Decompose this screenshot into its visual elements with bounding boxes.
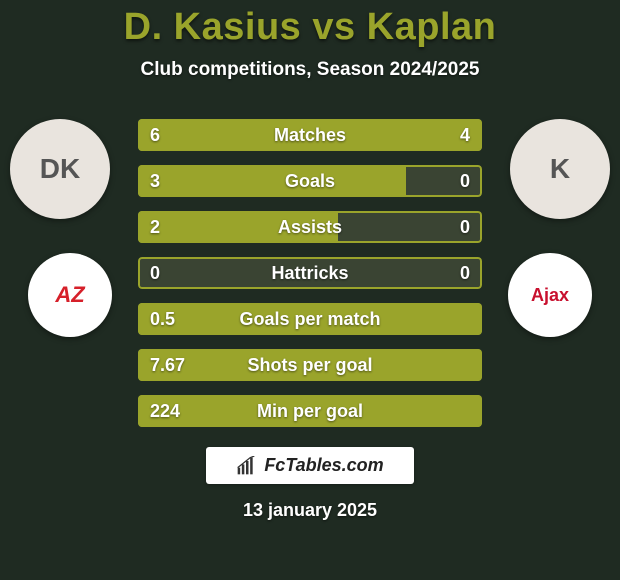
metric-row: 2Assists0 (138, 211, 482, 243)
metric-fill-left (138, 211, 338, 243)
metric-row-border (138, 257, 482, 289)
metric-label: Hattricks (138, 263, 482, 284)
metric-row: 224Min per goal (138, 395, 482, 427)
page-title: D. Kasius vs Kaplan (124, 6, 497, 49)
metric-fill-left (138, 349, 482, 381)
metric-value-right: 0 (460, 217, 470, 238)
player-right-initials: K (510, 119, 610, 219)
metric-row: 7.67Shots per goal (138, 349, 482, 381)
metric-row: 0Hattricks0 (138, 257, 482, 289)
brand-text: FcTables.com (264, 455, 383, 476)
metric-fill-right (344, 119, 482, 151)
player-left-initials: DK (10, 119, 110, 219)
player-left-portrait: DK (10, 119, 110, 219)
date-text: 13 january 2025 (243, 500, 377, 521)
metric-value-right: 0 (460, 171, 470, 192)
metric-row: 3Goals0 (138, 165, 482, 197)
chart-icon (236, 456, 256, 476)
metric-rows: 6Matches43Goals02Assists00Hattricks00.5G… (138, 119, 482, 427)
player-right-portrait: K (510, 119, 610, 219)
metric-value-right: 0 (460, 263, 470, 284)
club-left-badge: AZ (28, 253, 112, 337)
club-right-code: Ajax (508, 253, 592, 337)
metric-row: 6Matches4 (138, 119, 482, 151)
metric-row: 0.5Goals per match (138, 303, 482, 335)
metric-fill-left (138, 395, 482, 427)
club-right-badge: Ajax (508, 253, 592, 337)
comparison-chart: DK K AZ Ajax 6Matches43Goals02Assists00H… (0, 119, 620, 427)
metric-fill-left (138, 119, 344, 151)
content: D. Kasius vs Kaplan Club competitions, S… (0, 0, 620, 580)
metric-row-text: 0Hattricks0 (138, 257, 482, 289)
metric-value-left: 0 (150, 263, 160, 284)
metric-fill-left (138, 165, 406, 197)
brand-badge: FcTables.com (206, 447, 413, 484)
metric-fill-left (138, 303, 482, 335)
subtitle: Club competitions, Season 2024/2025 (141, 59, 480, 81)
club-left-code: AZ (28, 253, 112, 337)
